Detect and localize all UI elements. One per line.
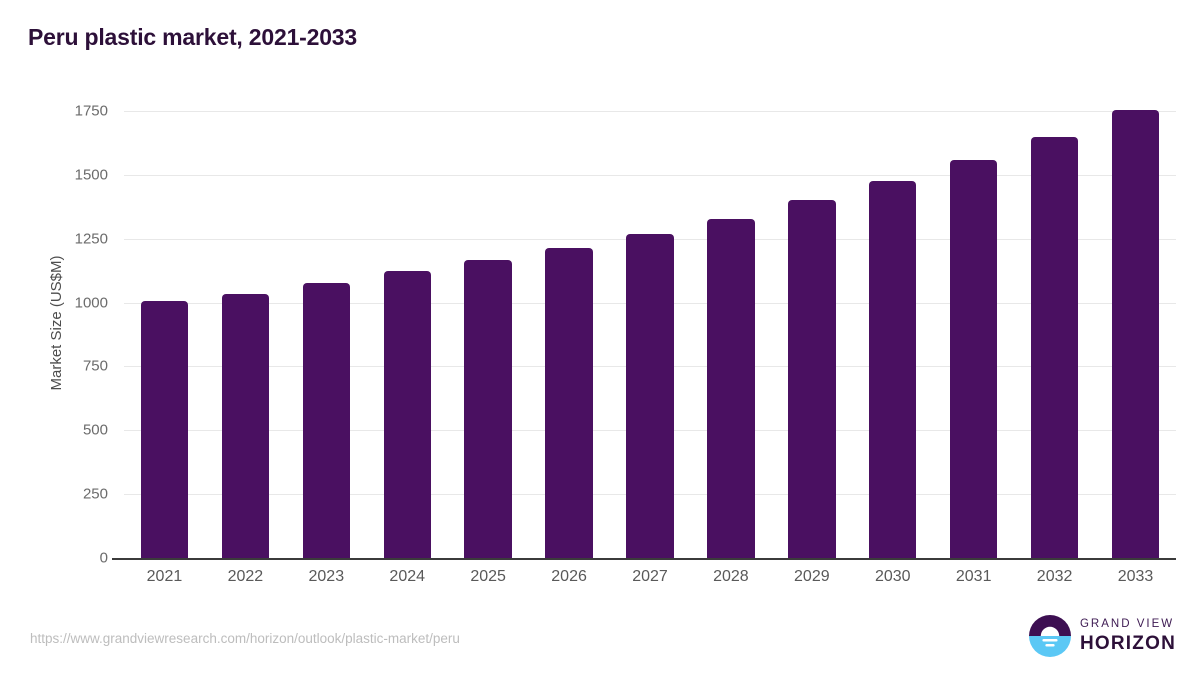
bar-2031[interactable] [950, 160, 998, 558]
bar-2026[interactable] [545, 248, 593, 558]
x-tick-label: 2031 [955, 568, 992, 585]
gridline [124, 174, 1176, 176]
y-tick-label: 250 [82, 485, 108, 503]
y-tick-label: 1500 [74, 166, 108, 184]
bar-2023[interactable] [302, 282, 350, 558]
bar-2027[interactable] [626, 234, 674, 558]
horizon-sun-icon [1028, 615, 1071, 657]
bar-2032[interactable] [1030, 136, 1079, 558]
x-tick-label: 2022 [227, 568, 264, 585]
y-tick-label: 1000 [74, 294, 108, 312]
bar-2022[interactable] [221, 293, 270, 558]
bar-2021[interactable] [140, 301, 189, 558]
bar-2028[interactable] [707, 219, 755, 558]
source-url[interactable]: https://www.grandviewresearch.com/horizo… [30, 631, 460, 646]
x-tick-label: 2024 [389, 568, 426, 585]
x-tick-label: 2033 [1117, 568, 1154, 585]
x-tick-label: 2023 [308, 568, 345, 585]
y-tick-label: 750 [82, 357, 108, 375]
y-tick-label: 0 [99, 549, 108, 567]
y-tick-label: 500 [82, 421, 108, 439]
x-tick-label: 2025 [470, 568, 506, 585]
grand-view-horizon-logo: GRAND VIEW HORIZON [1028, 615, 1176, 657]
x-tick-label: 2027 [632, 568, 668, 585]
bar-2024[interactable] [383, 271, 431, 558]
x-tick-label: 2028 [713, 568, 749, 585]
x-tick-label: 2029 [794, 568, 830, 585]
logo-text-horizon: HORIZON [1079, 632, 1176, 654]
bar-2029[interactable] [788, 199, 836, 558]
x-tick-label: 2026 [551, 568, 587, 585]
x-tick-label: 2030 [874, 568, 911, 585]
y-tick-label: 1250 [74, 230, 108, 248]
logo-text-grand-view: GRAND VIEW [1079, 618, 1175, 631]
bar-2025[interactable] [464, 259, 512, 558]
logo-wordmark: GRAND VIEW HORIZON [1080, 619, 1176, 653]
x-axis-line [112, 558, 1176, 560]
gridline [124, 111, 1176, 112]
x-tick-label: 2032 [1036, 568, 1073, 585]
y-tick-label: 1750 [74, 102, 108, 120]
page-title: Peru plastic market, 2021-2033 [28, 24, 357, 50]
x-tick-label: 2021 [146, 568, 183, 585]
bar-2030[interactable] [869, 180, 917, 558]
bar-2033[interactable] [1111, 109, 1160, 558]
